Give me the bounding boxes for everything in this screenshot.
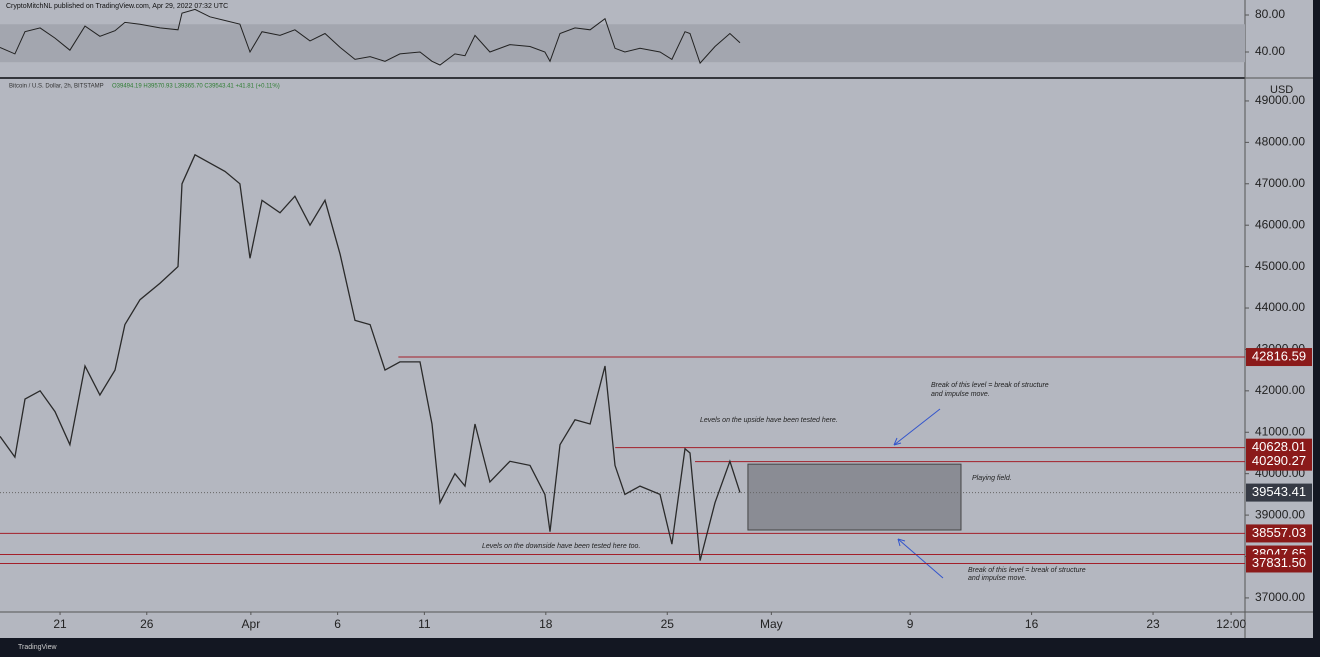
y-tick-label: 45000.00 bbox=[1255, 259, 1305, 273]
rsi-tick-label: 80.00 bbox=[1255, 7, 1285, 21]
y-tick-label: 44000.00 bbox=[1255, 300, 1305, 314]
arrow-head bbox=[893, 437, 902, 446]
annotation: Break of this level = break of structure bbox=[931, 382, 1049, 389]
x-tick-label: 26 bbox=[140, 617, 154, 631]
level-box bbox=[1246, 438, 1312, 457]
level-label: 37831.50 bbox=[1252, 555, 1306, 570]
level-box bbox=[1246, 524, 1312, 543]
annotation: Break of this level = break of structure bbox=[968, 567, 1086, 574]
annotation: Levels on the downside have been tested … bbox=[482, 543, 640, 550]
publisher: CryptoMitchNL published on TradingView.c… bbox=[6, 3, 228, 10]
x-tick-label: 16 bbox=[1025, 617, 1039, 631]
level-box bbox=[1246, 348, 1312, 367]
footer-logo: TradingView bbox=[18, 644, 57, 651]
x-tick-label: Apr bbox=[242, 617, 261, 631]
price-pane bbox=[0, 79, 1245, 612]
level-label: 40628.01 bbox=[1252, 439, 1306, 454]
symbol: Bitcoin / U.S. Dollar, 2h, BITSTAMP bbox=[9, 84, 104, 90]
x-tick-label: 11 bbox=[418, 617, 431, 631]
last-price-label: 39543.41 bbox=[1252, 484, 1306, 499]
level-box bbox=[1246, 452, 1312, 471]
x-tick-label: 9 bbox=[907, 617, 914, 631]
x-tick-label: 6 bbox=[334, 617, 341, 631]
x-tick-label: 21 bbox=[53, 617, 67, 631]
level-label: 40290.27 bbox=[1252, 453, 1306, 468]
price-axis bbox=[1245, 0, 1313, 612]
level-label: 38557.03 bbox=[1252, 525, 1306, 540]
x-tick-label: May bbox=[760, 617, 783, 631]
y-tick-label: 41000.00 bbox=[1255, 424, 1305, 438]
x-tick-label: 12:00 bbox=[1216, 617, 1246, 631]
rsi-band bbox=[0, 24, 1245, 63]
rsi-line bbox=[0, 8, 741, 66]
arrow-head bbox=[897, 538, 906, 547]
level-box bbox=[1246, 554, 1312, 573]
x-tick-label: 25 bbox=[661, 617, 675, 631]
currency: USD bbox=[1270, 84, 1293, 96]
y-tick-label: 46000.00 bbox=[1255, 217, 1305, 231]
y-tick-label: 47000.00 bbox=[1255, 176, 1305, 190]
price-line bbox=[0, 153, 741, 561]
y-tick-label: 49000.00 bbox=[1255, 93, 1305, 107]
annotation: Levels on the upside have been tested he… bbox=[700, 417, 838, 424]
y-tick-label: 39000.00 bbox=[1255, 507, 1305, 521]
annotation: and impulse move. bbox=[931, 391, 990, 398]
rsi-tick-label: 40.00 bbox=[1255, 44, 1285, 58]
time-axis bbox=[0, 612, 1313, 638]
arrow bbox=[897, 538, 944, 579]
last-price-box bbox=[1246, 483, 1312, 502]
annotation: Playing field. bbox=[972, 475, 1012, 482]
y-tick-label: 48000.00 bbox=[1255, 135, 1305, 149]
x-tick-label: 23 bbox=[1146, 617, 1160, 631]
ohlc: O39494.19 H39570.93 L39365.70 C39543.41 … bbox=[112, 84, 280, 90]
y-tick-label: 37000.00 bbox=[1255, 590, 1305, 604]
level-label: 42816.59 bbox=[1252, 348, 1306, 363]
arrow bbox=[893, 408, 941, 446]
y-tick-label: 42000.00 bbox=[1255, 383, 1305, 397]
playing-field bbox=[747, 463, 962, 531]
annotation: and impulse move. bbox=[968, 575, 1027, 582]
x-tick-label: 18 bbox=[539, 617, 553, 631]
